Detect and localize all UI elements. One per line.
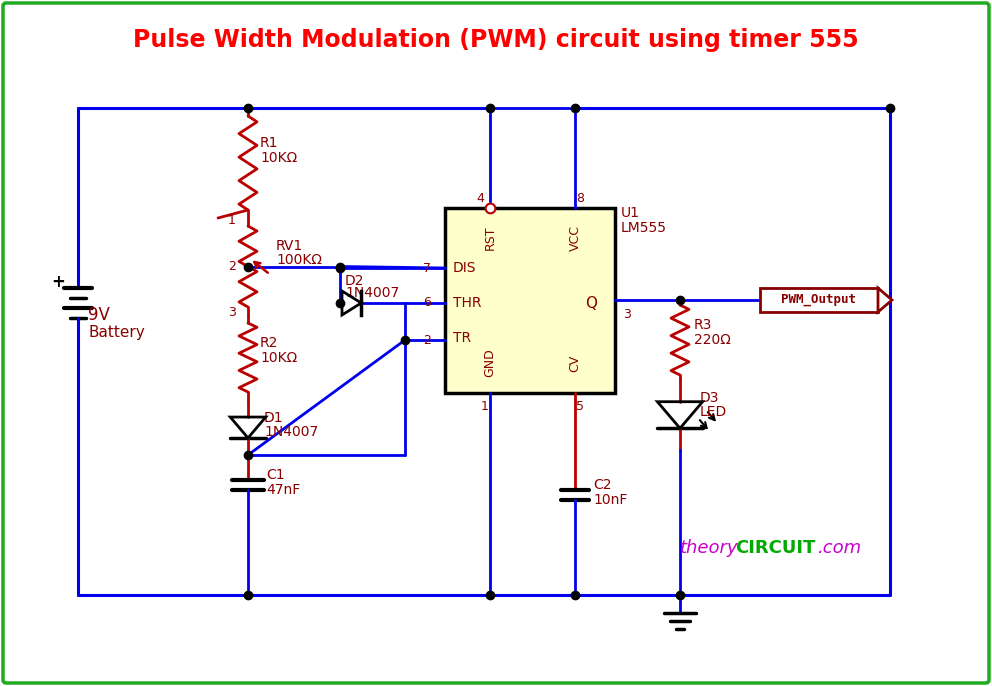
Text: 220Ω: 220Ω	[694, 333, 731, 347]
Text: 2: 2	[424, 333, 431, 346]
FancyBboxPatch shape	[760, 288, 878, 312]
Text: 4: 4	[476, 191, 484, 204]
Text: 1N4007: 1N4007	[345, 286, 399, 300]
Text: 3: 3	[228, 307, 236, 320]
Text: 10KΩ: 10KΩ	[260, 351, 298, 365]
Text: RV1: RV1	[276, 239, 304, 253]
Text: Battery: Battery	[88, 324, 145, 340]
Text: TR: TR	[453, 331, 471, 345]
Text: C1: C1	[266, 468, 285, 482]
Text: THR: THR	[453, 296, 481, 310]
Text: 10nF: 10nF	[593, 493, 627, 507]
Polygon shape	[878, 288, 892, 312]
Text: 6: 6	[424, 296, 431, 309]
Text: theory: theory	[680, 539, 738, 557]
Text: 9V: 9V	[88, 306, 110, 324]
Text: 10KΩ: 10KΩ	[260, 151, 298, 165]
Text: Pulse Width Modulation (PWM) circuit using timer 555: Pulse Width Modulation (PWM) circuit usi…	[133, 28, 859, 52]
Text: R2: R2	[260, 336, 279, 350]
Text: 47nF: 47nF	[266, 483, 301, 497]
Text: Q: Q	[585, 296, 597, 311]
Text: 100KΩ: 100KΩ	[276, 253, 322, 267]
Text: LM555: LM555	[621, 221, 667, 235]
Text: VCC: VCC	[568, 225, 581, 251]
Text: DIS: DIS	[453, 261, 476, 275]
Text: 1N4007: 1N4007	[264, 425, 318, 439]
Text: 2: 2	[228, 260, 236, 273]
Text: .com: .com	[818, 539, 862, 557]
Text: CV: CV	[568, 355, 581, 372]
Text: R3: R3	[694, 318, 712, 332]
Text: 1: 1	[481, 401, 489, 414]
FancyBboxPatch shape	[3, 3, 989, 683]
Text: LED: LED	[700, 405, 727, 419]
Text: 1: 1	[228, 213, 236, 226]
Text: D2: D2	[345, 274, 364, 288]
Text: PWM_Output: PWM_Output	[782, 294, 856, 307]
FancyBboxPatch shape	[445, 208, 615, 393]
Text: 7: 7	[423, 261, 431, 274]
Text: D1: D1	[264, 411, 284, 425]
Text: 3: 3	[623, 307, 631, 320]
Text: CIRCUIT: CIRCUIT	[735, 539, 815, 557]
Text: +: +	[51, 273, 64, 291]
Text: U1: U1	[621, 206, 640, 220]
Text: RST: RST	[483, 226, 497, 250]
Text: GND: GND	[483, 348, 497, 377]
Text: D3: D3	[700, 391, 719, 405]
Text: 5: 5	[576, 401, 584, 414]
Text: R1: R1	[260, 136, 279, 150]
Text: C2: C2	[593, 478, 611, 492]
Text: 8: 8	[576, 191, 584, 204]
